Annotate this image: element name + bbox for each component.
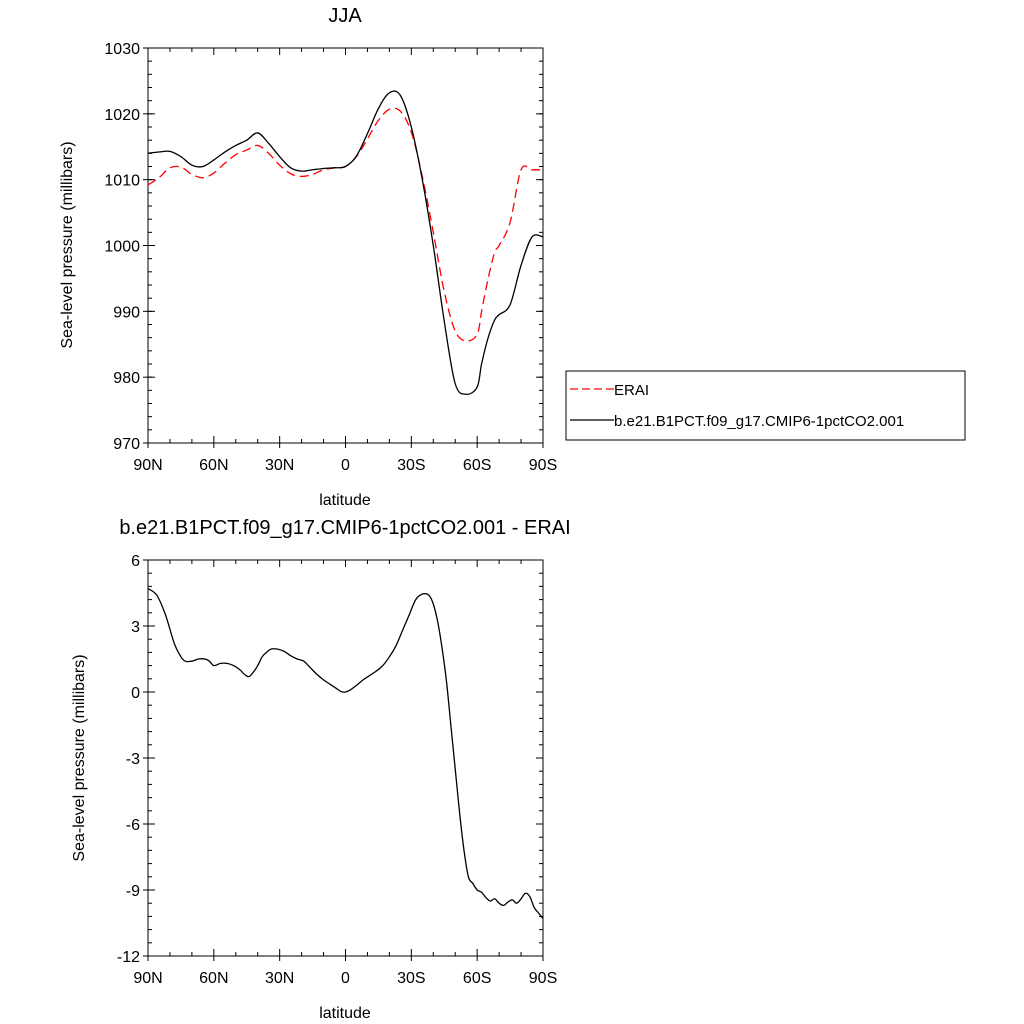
- x-tick-label: 30N: [265, 970, 294, 987]
- bottom-y-axis-title: Sea-level pressure (millibars): [71, 654, 88, 861]
- x-tick-label: 90N: [133, 457, 162, 474]
- x-tick-label: 60S: [463, 457, 491, 474]
- y-tick-label: 3: [131, 619, 140, 636]
- x-tick-label: 30N: [265, 457, 294, 474]
- x-tick-label: 60N: [199, 457, 228, 474]
- x-tick-label: 60S: [463, 970, 491, 987]
- bottom-panel: b.e21.B1PCT.f09_g17.CMIP6-1pctCO2.001 - …: [71, 517, 571, 1022]
- difference-series-line: [147, 588, 544, 920]
- bottom-series-lines: [147, 588, 544, 920]
- bottom-chart-title: b.e21.B1PCT.f09_g17.CMIP6-1pctCO2.001 - …: [119, 517, 570, 539]
- y-tick-label: 6: [131, 553, 140, 570]
- x-tick-label: 90S: [529, 970, 557, 987]
- bottom-plot-frame: [147, 559, 544, 957]
- y-tick-label: 0: [131, 685, 140, 702]
- y-tick-label: -12: [117, 949, 140, 966]
- x-tick-label: 0: [341, 970, 350, 987]
- y-tick-label: 980: [113, 370, 140, 387]
- legend-box: [565, 370, 966, 441]
- y-tick-label: 1010: [104, 173, 140, 190]
- b-e21-b1pct-f09-g17-cmip6-1pctco2-001-series-line: [147, 90, 544, 395]
- top-x-axis-title: latitude: [319, 492, 371, 509]
- top-panel: JJA 90N 60N 30N 0 30S 60S 90S 970 980 990 1000 101…: [59, 5, 966, 509]
- x-tick-label: 0: [341, 457, 350, 474]
- legend-model-label: b.e21.B1PCT.f09_g17.CMIP6-1pctCO2.001: [614, 413, 904, 430]
- y-tick-label: -3: [126, 751, 140, 768]
- x-tick-label: 30S: [397, 457, 425, 474]
- top-series-lines: [147, 90, 544, 395]
- y-tick-label: -6: [126, 817, 140, 834]
- y-tick-label: 970: [113, 436, 140, 453]
- y-tick-label: 990: [113, 304, 140, 321]
- top-chart-title: JJA: [328, 5, 362, 27]
- y-tick-label: 1030: [104, 41, 140, 58]
- bottom-x-tick-labels: 90N 60N 30N 0 30S 60S 90S: [133, 970, 557, 987]
- top-ticks: [143, 47, 544, 448]
- top-y-tick-labels: 970 980 990 1000 1010 1020 1030: [104, 41, 140, 453]
- x-tick-label: 90N: [133, 970, 162, 987]
- x-tick-label: 60N: [199, 970, 228, 987]
- y-tick-label: 1000: [104, 239, 140, 256]
- top-plot-frame: [147, 47, 544, 444]
- y-tick-label: -9: [126, 883, 140, 900]
- erai-series-line: [147, 107, 543, 342]
- bottom-ticks: [143, 559, 544, 961]
- bottom-x-axis-title: latitude: [319, 1005, 371, 1022]
- legend-erai-label: ERAI: [614, 382, 649, 399]
- x-tick-label: 90S: [529, 457, 557, 474]
- x-tick-label: 30S: [397, 970, 425, 987]
- y-tick-label: 1020: [104, 107, 140, 124]
- bottom-y-tick-labels: -12 -9 -6 -3 0 3 6: [117, 553, 140, 966]
- top-y-axis-title: Sea-level pressure (millibars): [59, 141, 76, 348]
- top-legend: ERAI b.e21.B1PCT.f09_g17.CMIP6-1pctCO2.0…: [565, 370, 966, 441]
- top-x-tick-labels: 90N 60N 30N 0 30S 60S 90S: [133, 457, 557, 474]
